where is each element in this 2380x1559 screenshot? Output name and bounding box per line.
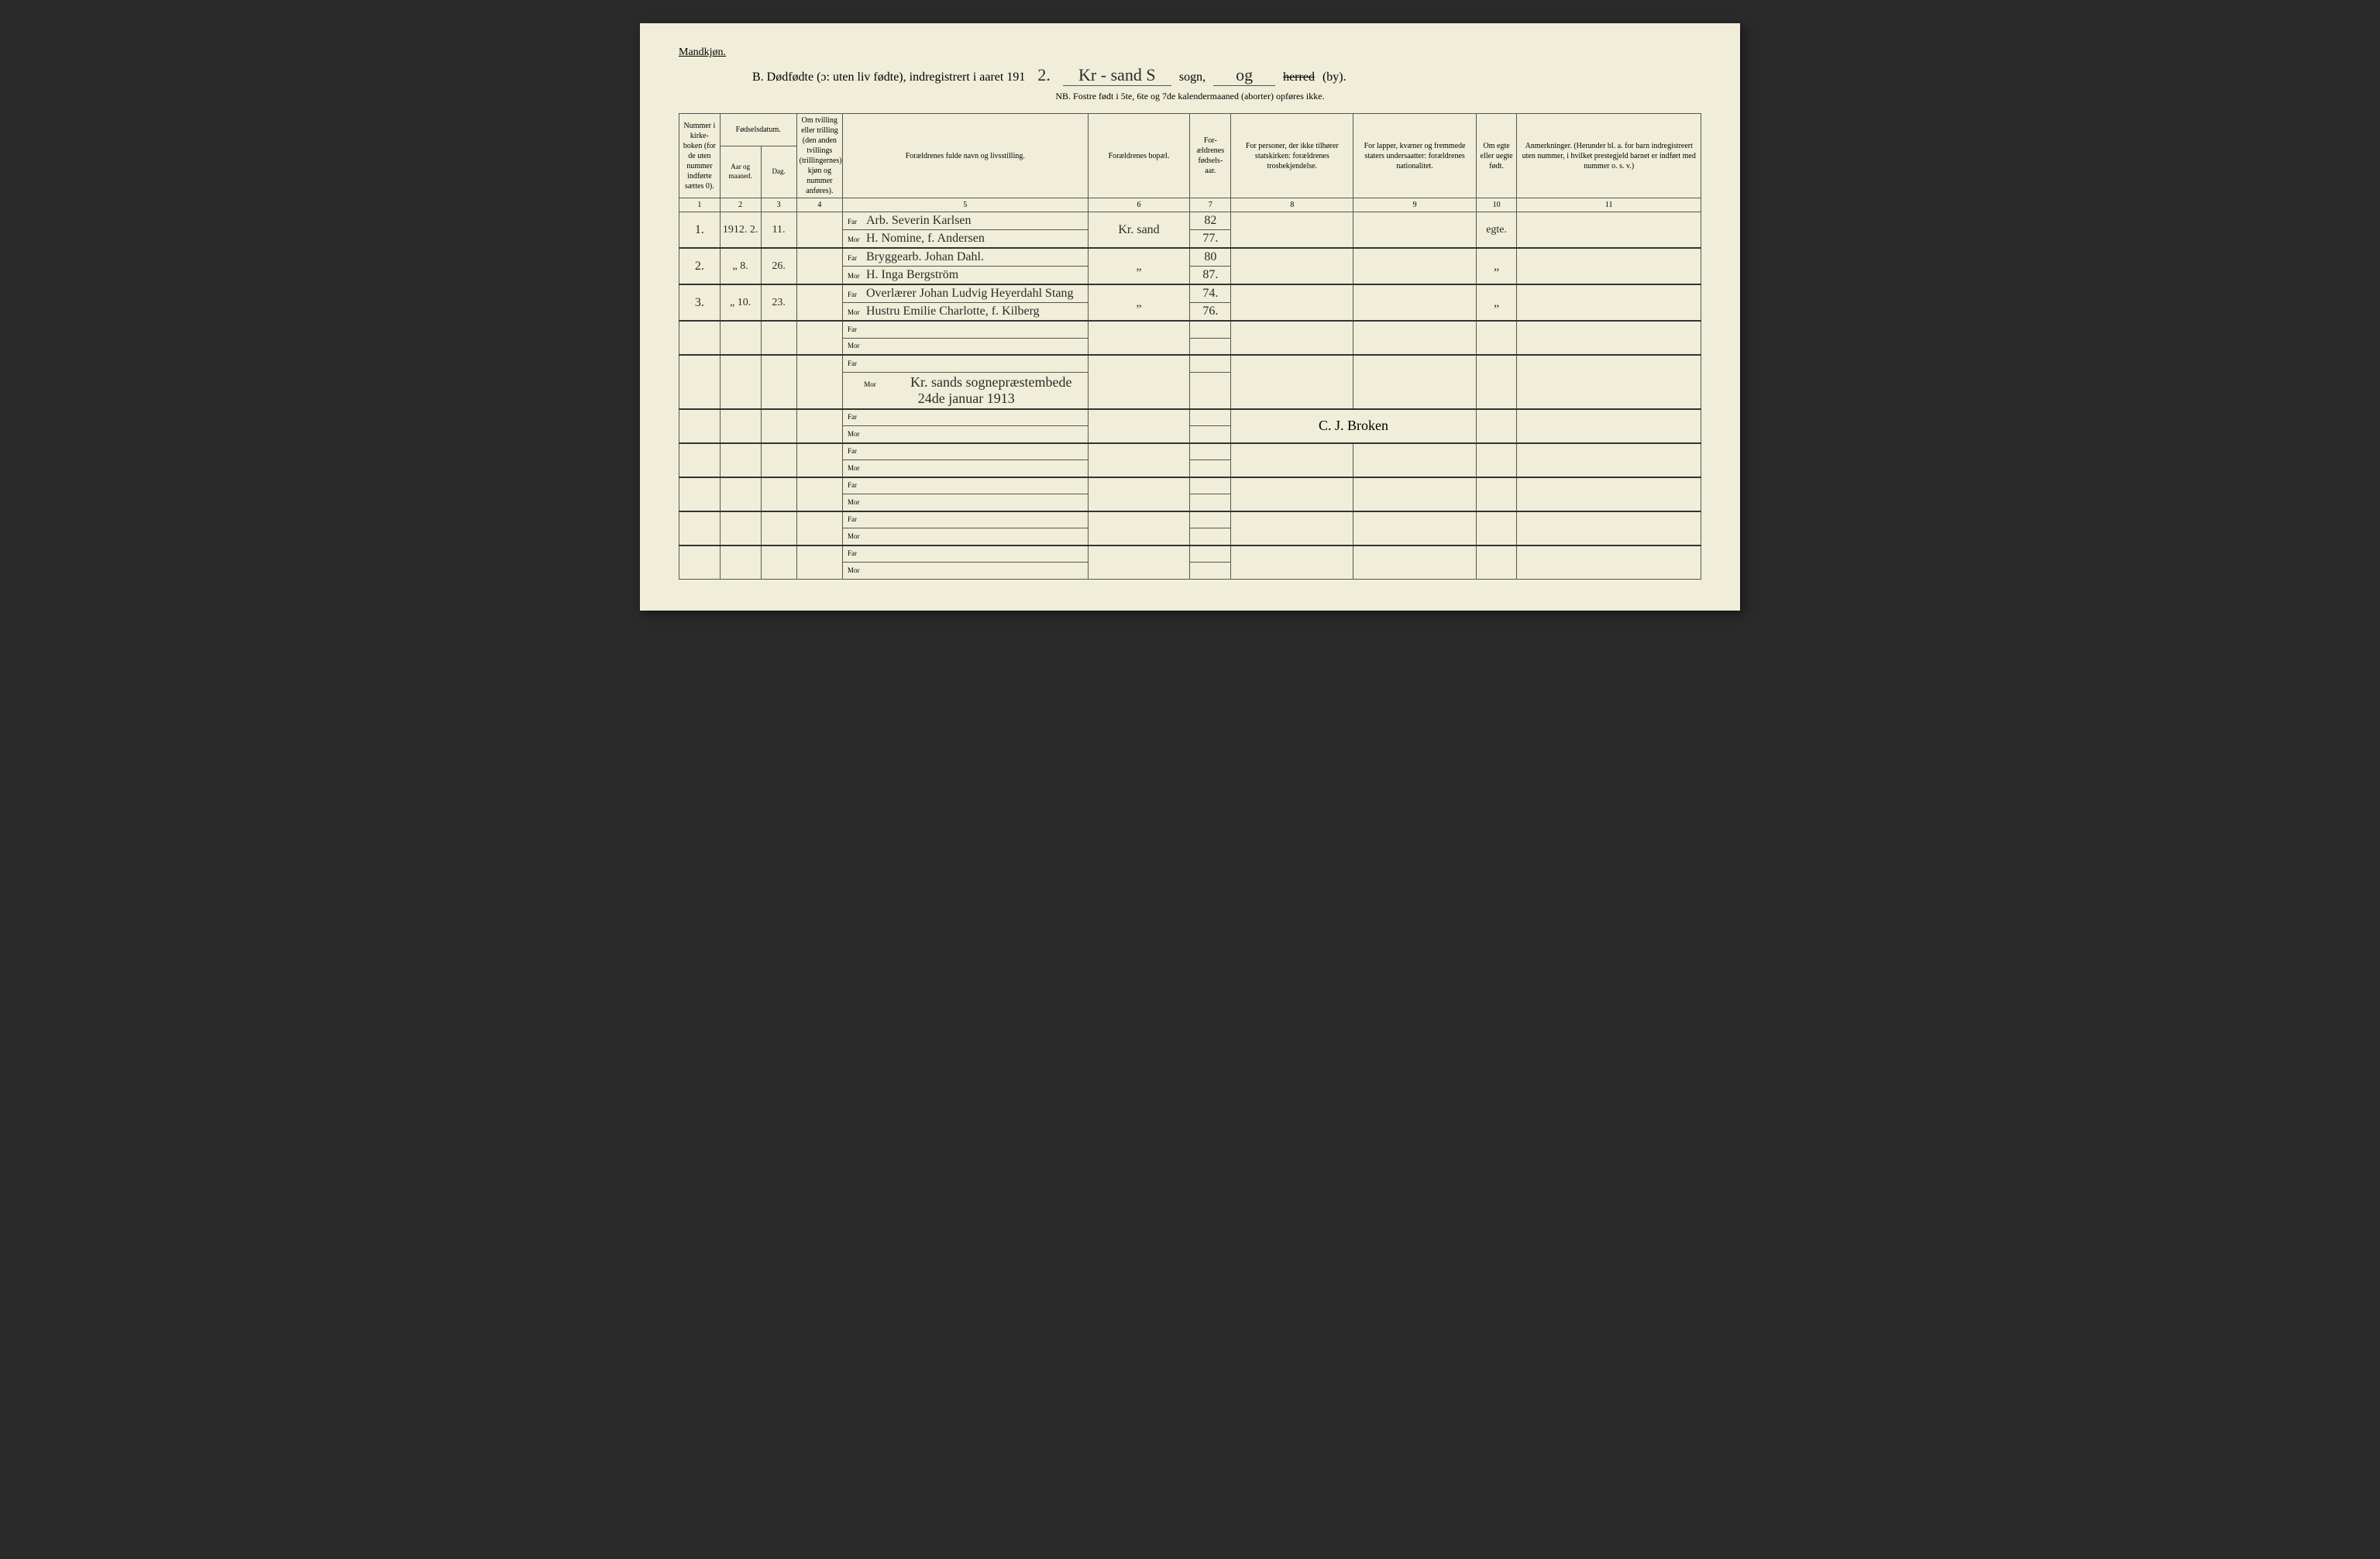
table-row-empty: Far: [679, 545, 1701, 563]
by-suffix: (by).: [1322, 71, 1346, 84]
title-prefix: B. Dødfødte (ɔ: uten liv fødte), indregi…: [752, 71, 1025, 84]
colnum-9: 9: [1353, 198, 1476, 212]
entry-anm: [1517, 284, 1701, 321]
col-header-6: Forældrenes bopæl.: [1088, 114, 1190, 198]
entry-day: 11.: [761, 212, 796, 249]
entry-num: 1.: [679, 212, 721, 249]
col-header-10: Om egte eller uegte født.: [1476, 114, 1517, 198]
entry-yearmonth: „ 8.: [720, 248, 761, 284]
colnum-6: 6: [1088, 198, 1190, 212]
entry-twin: [796, 248, 842, 284]
signature: C. J. Broken: [1231, 409, 1477, 443]
entry-anm: [1517, 248, 1701, 284]
table-row-empty: Far: [679, 511, 1701, 528]
entry-twin: [796, 212, 842, 249]
table-body: 1. 1912. 2. 11. FarArb. Severin Karlsen …: [679, 212, 1701, 580]
entry-bopael: „: [1088, 248, 1190, 284]
table-row-empty: Far: [679, 321, 1701, 338]
sogn-value: Kr - sand S: [1063, 65, 1171, 86]
colnum-11: 11: [1517, 198, 1701, 212]
colnum-3: 3: [761, 198, 796, 212]
entry-mor-aar: 77.: [1190, 230, 1231, 249]
entry-nat: [1353, 284, 1476, 321]
col-header-11: Anmerkninger. (Herunder bl. a. for barn …: [1517, 114, 1701, 198]
entry-nat: [1353, 212, 1476, 249]
colnum-4: 4: [796, 198, 842, 212]
col-header-dob: Fødselsdatum.: [720, 114, 796, 146]
entry-egte: egte.: [1476, 212, 1517, 249]
entry-mor: MorH. Inga Bergström: [843, 267, 1089, 285]
year-digit: 2.: [1033, 65, 1055, 85]
table-row-empty: Far: [679, 355, 1701, 372]
entry-egte: „: [1476, 284, 1517, 321]
far-name: Arb. Severin Karlsen: [866, 214, 972, 227]
entry-anm: [1517, 212, 1701, 249]
entry-bopael: Kr. sand: [1088, 212, 1190, 249]
entry-far: FarOverlærer Johan Ludvig Heyerdahl Stan…: [843, 284, 1089, 303]
table-row: 3. „ 10. 23. FarOverlærer Johan Ludvig H…: [679, 284, 1701, 303]
herred-struck: herred: [1283, 71, 1315, 84]
closing-line: MorKr. sands sognepræstembede 24de janua…: [843, 372, 1089, 409]
colnum-2: 2: [720, 198, 761, 212]
table-row-empty: Far: [679, 477, 1701, 494]
entry-twin: [796, 284, 842, 321]
entry-far: FarArb. Severin Karlsen: [843, 212, 1089, 230]
entry-far-aar: 74.: [1190, 284, 1231, 303]
entry-far: FarBryggearb. Johan Dahl.: [843, 248, 1089, 267]
col-header-2b: Dag.: [761, 146, 796, 198]
register-table: Nummer i kirke-boken (for de uten nummer…: [679, 113, 1701, 580]
entry-yearmonth: „ 10.: [720, 284, 761, 321]
table-row: 1. 1912. 2. 11. FarArb. Severin Karlsen …: [679, 212, 1701, 230]
table-row-empty: Far C. J. Broken: [679, 409, 1701, 426]
col-header-9: For lapper, kvæner og fremmede staters u…: [1353, 114, 1476, 198]
table-header: Nummer i kirke-boken (for de uten nummer…: [679, 114, 1701, 212]
sogn-label: sogn,: [1179, 71, 1205, 84]
col-header-5: Forældrenes fulde navn og livsstilling.: [843, 114, 1089, 198]
colnum-8: 8: [1231, 198, 1353, 212]
entry-tros: [1231, 212, 1353, 249]
colnum-1: 1: [679, 198, 721, 212]
table-row-empty: Far: [679, 443, 1701, 460]
entry-mor: MorHustru Emilie Charlotte, f. Kilberg: [843, 303, 1089, 322]
entry-far-aar: 80: [1190, 248, 1231, 267]
table-row: 2. „ 8. 26. FarBryggearb. Johan Dahl. „ …: [679, 248, 1701, 267]
mor-name: H. Nomine, f. Andersen: [866, 232, 985, 245]
entry-day: 23.: [761, 284, 796, 321]
col-header-8: For personer, der ikke tilhører statskir…: [1231, 114, 1353, 198]
entry-far-aar: 82: [1190, 212, 1231, 230]
colnum-5: 5: [843, 198, 1089, 212]
entry-mor-aar: 87.: [1190, 267, 1231, 285]
entry-tros: [1231, 284, 1353, 321]
col-header-2a: Aar og maaned.: [720, 146, 761, 198]
far-name: Overlærer Johan Ludvig Heyerdahl Stang: [866, 287, 1073, 300]
mor-name: Hustru Emilie Charlotte, f. Kilberg: [866, 305, 1040, 318]
col-header-4: Om tvilling eller trilling (den anden tv…: [796, 114, 842, 198]
register-page: Mandkjøn. B. Dødfødte (ɔ: uten liv fødte…: [640, 23, 1740, 611]
entry-num: 3.: [679, 284, 721, 321]
colnum-10: 10: [1476, 198, 1517, 212]
gender-label: Mandkjøn.: [679, 46, 1701, 59]
nb-line: NB. Fostre født i 5te, 6te og 7de kalend…: [679, 91, 1701, 102]
col-header-1: Nummer i kirke-boken (for de uten nummer…: [679, 114, 721, 198]
entry-day: 26.: [761, 248, 796, 284]
entry-mor-aar: 76.: [1190, 303, 1231, 322]
entry-num: 2.: [679, 248, 721, 284]
entry-nat: [1353, 248, 1476, 284]
entry-tros: [1231, 248, 1353, 284]
colnum-7: 7: [1190, 198, 1231, 212]
entry-yearmonth: 1912. 2.: [720, 212, 761, 249]
entry-bopael: „: [1088, 284, 1190, 321]
mor-name: H. Inga Bergström: [866, 268, 958, 281]
entry-mor: MorH. Nomine, f. Andersen: [843, 230, 1089, 249]
far-name: Bryggearb. Johan Dahl.: [866, 250, 984, 263]
col-header-7: For-ældrenes fødsels-aar.: [1190, 114, 1231, 198]
og-value: og: [1213, 65, 1275, 86]
entry-egte: „: [1476, 248, 1517, 284]
title-row: B. Dødfødte (ɔ: uten liv fødte), indregi…: [752, 65, 1701, 86]
